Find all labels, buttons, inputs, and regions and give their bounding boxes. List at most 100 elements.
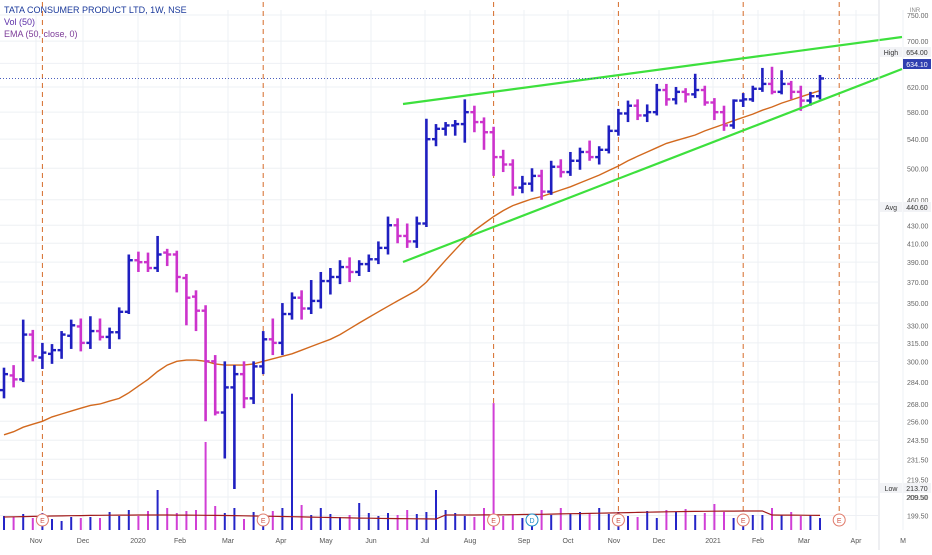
volume-bar xyxy=(31,518,34,530)
volume-bar xyxy=(559,508,562,530)
volume-bar xyxy=(233,508,236,530)
ohlc-bar xyxy=(0,367,8,399)
ohlc-bar xyxy=(355,260,364,276)
ohlc-bar xyxy=(614,108,623,136)
ohlc-bar xyxy=(748,85,757,102)
x-tick-label: May xyxy=(319,538,333,545)
volume-bar xyxy=(607,514,610,530)
event-lines-layer xyxy=(41,2,840,514)
ohlc-bar xyxy=(710,98,719,121)
ohlc-bar xyxy=(768,66,776,95)
ohlc-bar xyxy=(48,344,56,364)
marker-label: E xyxy=(261,518,266,525)
ohlc-bar xyxy=(9,365,18,388)
legend-volume: Vol (50) xyxy=(4,17,36,27)
marker-label: E xyxy=(40,518,45,525)
x-tick-label: M xyxy=(900,538,906,545)
y-tick-label: 410.00 xyxy=(907,241,929,248)
volume-bar xyxy=(627,516,629,530)
volume-bar xyxy=(89,517,92,530)
volume-bar xyxy=(665,510,668,530)
ohlc-bar xyxy=(556,159,565,178)
ema-line xyxy=(3,89,821,436)
earnings-marker: E xyxy=(611,513,625,527)
volume-bar xyxy=(348,515,351,530)
volume-bar xyxy=(108,512,111,530)
marker-label: E xyxy=(837,518,842,525)
ohlc-bar xyxy=(566,151,575,176)
volume-bar xyxy=(780,515,783,530)
y-tick-label: 370.00 xyxy=(907,280,929,287)
ohlc-bar xyxy=(576,147,584,170)
marker-label: E xyxy=(741,518,746,525)
ohlc-bar xyxy=(585,140,594,161)
ohlc-bar xyxy=(220,361,229,459)
y-tick-label: 580.00 xyxy=(907,110,929,117)
ohlc-bar xyxy=(470,105,479,133)
ohlc-bar xyxy=(662,83,671,106)
volume-bar xyxy=(147,511,149,530)
y-tick-label: 315.00 xyxy=(907,341,929,348)
volume-bar xyxy=(799,516,802,530)
y-tick-label: 700.00 xyxy=(907,39,929,46)
ohlc-bar xyxy=(374,241,383,265)
ohlc-bar xyxy=(182,273,191,326)
x-tick-label: Apr xyxy=(851,538,863,545)
volume-bar xyxy=(156,490,159,530)
volume-bar xyxy=(415,514,418,530)
volume-bar xyxy=(310,515,313,530)
ohlc-bar xyxy=(192,290,200,332)
volume-bar xyxy=(579,512,581,530)
x-tick-label: Aug xyxy=(464,538,477,545)
volume-bar xyxy=(771,508,773,530)
volume-bar xyxy=(636,517,639,530)
ohlc-bar xyxy=(432,124,440,147)
legend-ema: EMA (50, close, 0) xyxy=(4,29,78,39)
high-marker-value-bg xyxy=(903,47,931,57)
volume-bar xyxy=(329,514,332,530)
ohlc-bar xyxy=(144,252,152,272)
volume-bar xyxy=(588,513,591,530)
earnings-marker: E xyxy=(487,513,501,527)
ohlc-bar xyxy=(240,361,248,409)
ohlc-bar xyxy=(278,303,287,356)
ohlc-bar xyxy=(96,318,104,341)
volume-bar xyxy=(252,512,255,530)
currency-label: INR xyxy=(910,8,921,14)
volume-bar xyxy=(684,509,687,530)
volume-bar xyxy=(387,513,389,530)
volume-bar xyxy=(435,490,437,530)
y-tick-label: 268.00 xyxy=(907,402,929,409)
ohlc-bar xyxy=(700,85,709,106)
ohlc-bar xyxy=(777,70,786,95)
volume-bar xyxy=(358,503,361,530)
ohlc-bar xyxy=(412,216,421,248)
marker-circle xyxy=(525,513,539,527)
ohlc-bar xyxy=(652,83,661,116)
ohlc-bar xyxy=(297,290,306,320)
ohlc-bar xyxy=(19,319,28,383)
ohlc-bar xyxy=(422,118,431,228)
ema-layer xyxy=(3,89,821,436)
volume-bar xyxy=(137,516,140,530)
volume-bar xyxy=(79,518,82,530)
ohlc-bar xyxy=(739,93,748,107)
volume-bar xyxy=(761,515,764,530)
volume-bar xyxy=(175,513,178,530)
volume-bar xyxy=(732,518,735,530)
y-tick-label: 620.00 xyxy=(907,85,929,92)
marker-label: E xyxy=(491,518,496,525)
volume-bar xyxy=(703,513,706,530)
ohlc-bar xyxy=(57,331,66,359)
x-tick-label: Feb xyxy=(174,538,186,545)
earnings-marker: E xyxy=(35,513,49,527)
ohlc-bar xyxy=(345,257,354,283)
x-tick-label: 2020 xyxy=(130,538,146,545)
ohlc-bar xyxy=(326,268,335,295)
x-tick-label: Jun xyxy=(365,538,376,545)
ohlc-bar xyxy=(489,126,498,176)
